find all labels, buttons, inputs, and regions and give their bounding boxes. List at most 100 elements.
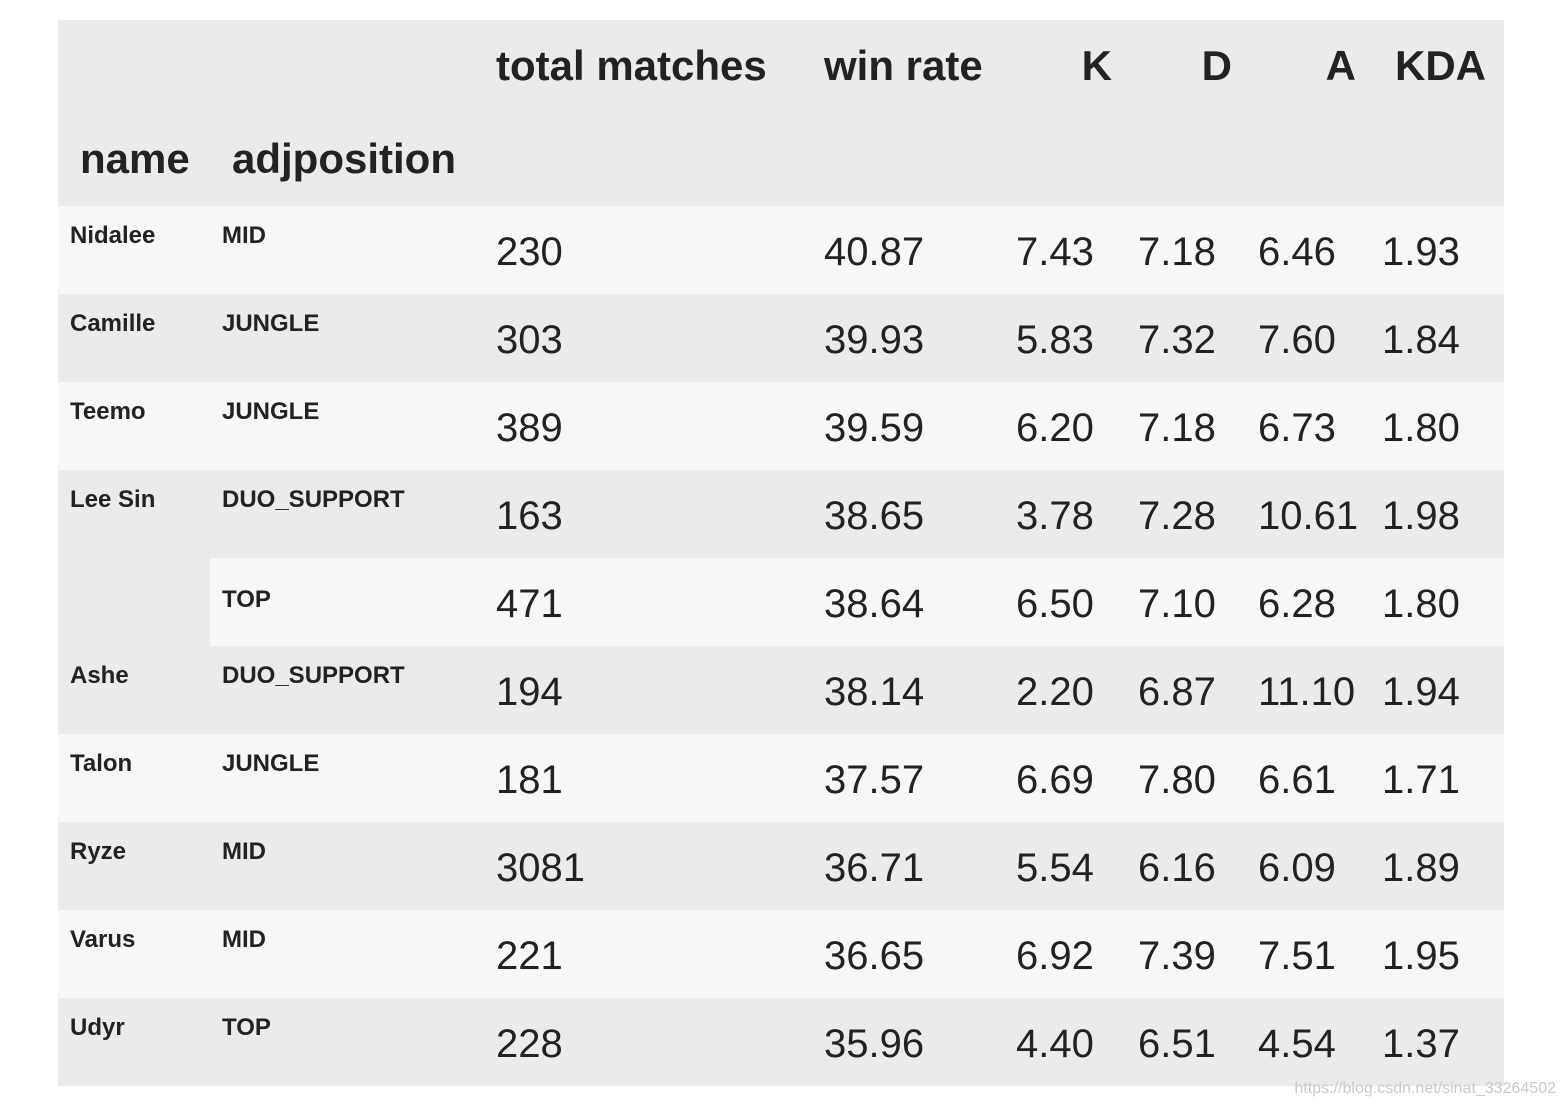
table-body: Nidalee MID 230 40.87 7.43 7.18 6.46 1.9… — [58, 206, 1504, 1086]
cell-d: 7.32 — [1138, 317, 1216, 362]
index-header-name: name — [80, 135, 190, 182]
table-row: Ashe DUO_SUPPORT 194 38.14 2.20 6.87 11.… — [58, 646, 1504, 734]
cell-d: 6.16 — [1138, 845, 1216, 890]
column-header-a: A — [1325, 42, 1356, 89]
cell-d: 7.10 — [1138, 581, 1216, 626]
cell-win-rate: 40.87 — [824, 229, 925, 274]
row-adjposition: TOP — [222, 1014, 271, 1041]
column-header-k: K — [1081, 42, 1112, 89]
cell-a: 11.10 — [1258, 669, 1356, 714]
column-header-row: total matches win rate K D A KDA — [58, 20, 1504, 112]
cell-total-matches: 194 — [496, 669, 563, 714]
cell-total-matches: 471 — [496, 581, 563, 626]
cell-a: 6.61 — [1258, 757, 1336, 802]
table-row: Teemo JUNGLE 389 39.59 6.20 7.18 6.73 1.… — [58, 382, 1504, 470]
cell-kda: 1.89 — [1382, 845, 1460, 890]
cell-kda: 1.37 — [1382, 1021, 1460, 1066]
header-empty-cell — [488, 112, 816, 206]
table-row: Ryze MID 3081 36.71 5.54 6.16 6.09 1.89 — [58, 822, 1504, 910]
header-empty-cell — [816, 112, 1008, 206]
row-name: Talon — [70, 750, 133, 777]
cell-k: 5.83 — [1016, 317, 1094, 362]
cell-a: 4.54 — [1258, 1021, 1336, 1066]
cell-kda: 1.93 — [1382, 229, 1460, 274]
cell-win-rate: 37.57 — [824, 757, 925, 802]
cell-k: 6.69 — [1016, 757, 1094, 802]
row-adjposition: DUO_SUPPORT — [222, 662, 405, 689]
dataframe-table: total matches win rate K D A KDA name ad… — [58, 20, 1504, 1086]
table-row: TOP 471 38.64 6.50 7.10 6.28 1.80 — [58, 558, 1504, 646]
cell-total-matches: 163 — [496, 493, 563, 538]
cell-a: 6.46 — [1258, 229, 1336, 274]
row-name: Teemo — [70, 398, 146, 425]
row-name: Lee Sin — [70, 486, 156, 513]
row-adjposition: JUNGLE — [222, 398, 320, 425]
row-adjposition: MID — [222, 838, 266, 865]
column-header-kda: KDA — [1395, 42, 1486, 89]
cell-kda: 1.80 — [1382, 405, 1460, 450]
row-adjposition: MID — [222, 926, 266, 953]
cell-d: 7.18 — [1138, 229, 1216, 274]
cell-d: 7.18 — [1138, 405, 1216, 450]
header-empty-cell — [1374, 112, 1504, 206]
row-name: Varus — [70, 926, 136, 953]
cell-win-rate: 36.71 — [824, 845, 925, 890]
cell-win-rate: 36.65 — [824, 933, 925, 978]
cell-k: 5.54 — [1016, 845, 1094, 890]
row-name: Ashe — [70, 662, 129, 689]
row-adjposition: JUNGLE — [222, 310, 320, 337]
cell-d: 7.28 — [1138, 493, 1216, 538]
cell-d: 7.39 — [1138, 933, 1216, 978]
cell-kda: 1.95 — [1382, 933, 1460, 978]
row-adjposition: TOP — [222, 586, 271, 613]
cell-win-rate: 35.96 — [824, 1021, 925, 1066]
cell-k: 6.20 — [1016, 405, 1094, 450]
table-row: Udyr TOP 228 35.96 4.40 6.51 4.54 1.37 — [58, 998, 1504, 1086]
cell-kda: 1.94 — [1382, 669, 1460, 714]
table-row: Lee Sin DUO_SUPPORT 163 38.65 3.78 7.28 … — [58, 470, 1504, 558]
cell-a: 6.73 — [1258, 405, 1336, 450]
dataframe-table-container: total matches win rate K D A KDA name ad… — [58, 20, 1504, 1086]
cell-k: 7.43 — [1016, 229, 1094, 274]
row-name: Camille — [70, 310, 156, 337]
cell-total-matches: 3081 — [496, 845, 585, 890]
cell-k: 4.40 — [1016, 1021, 1094, 1066]
index-header-row: name adjposition — [58, 112, 1504, 206]
table-row: Varus MID 221 36.65 6.92 7.39 7.51 1.95 — [58, 910, 1504, 998]
row-adjposition: DUO_SUPPORT — [222, 486, 405, 513]
cell-kda: 1.98 — [1382, 493, 1460, 538]
row-name: Nidalee — [70, 222, 156, 249]
header-empty-cell — [1130, 112, 1250, 206]
row-name: Udyr — [70, 1014, 125, 1041]
cell-total-matches: 181 — [496, 757, 563, 802]
table-row: Nidalee MID 230 40.87 7.43 7.18 6.46 1.9… — [58, 206, 1504, 294]
row-adjposition: JUNGLE — [222, 750, 320, 777]
cell-a: 6.28 — [1258, 581, 1336, 626]
header-empty-cell — [210, 20, 488, 112]
row-adjposition: MID — [222, 222, 266, 249]
row-name: Ryze — [70, 838, 127, 865]
column-header-d: D — [1201, 42, 1232, 89]
cell-d: 6.51 — [1138, 1021, 1216, 1066]
cell-total-matches: 221 — [496, 933, 563, 978]
index-header-adjposition: adjposition — [232, 135, 456, 182]
cell-kda: 1.84 — [1382, 317, 1460, 362]
header-empty-cell — [1008, 112, 1130, 206]
cell-d: 6.87 — [1138, 669, 1216, 714]
cell-a: 7.51 — [1258, 933, 1336, 978]
cell-total-matches: 228 — [496, 1021, 563, 1066]
cell-kda: 1.80 — [1382, 581, 1460, 626]
cell-kda: 1.71 — [1382, 757, 1460, 802]
column-header-win-rate: win rate — [824, 42, 983, 89]
cell-d: 7.80 — [1138, 757, 1216, 802]
cell-k: 6.50 — [1016, 581, 1094, 626]
column-header-total-matches: total matches — [496, 42, 767, 89]
cell-win-rate: 38.65 — [824, 493, 925, 538]
cell-k: 2.20 — [1016, 669, 1094, 714]
cell-win-rate: 39.93 — [824, 317, 925, 362]
table-header: total matches win rate K D A KDA name ad… — [58, 20, 1504, 206]
cell-win-rate: 39.59 — [824, 405, 925, 450]
cell-total-matches: 389 — [496, 405, 563, 450]
table-row: Talon JUNGLE 181 37.57 6.69 7.80 6.61 1.… — [58, 734, 1504, 822]
cell-k: 6.92 — [1016, 933, 1094, 978]
